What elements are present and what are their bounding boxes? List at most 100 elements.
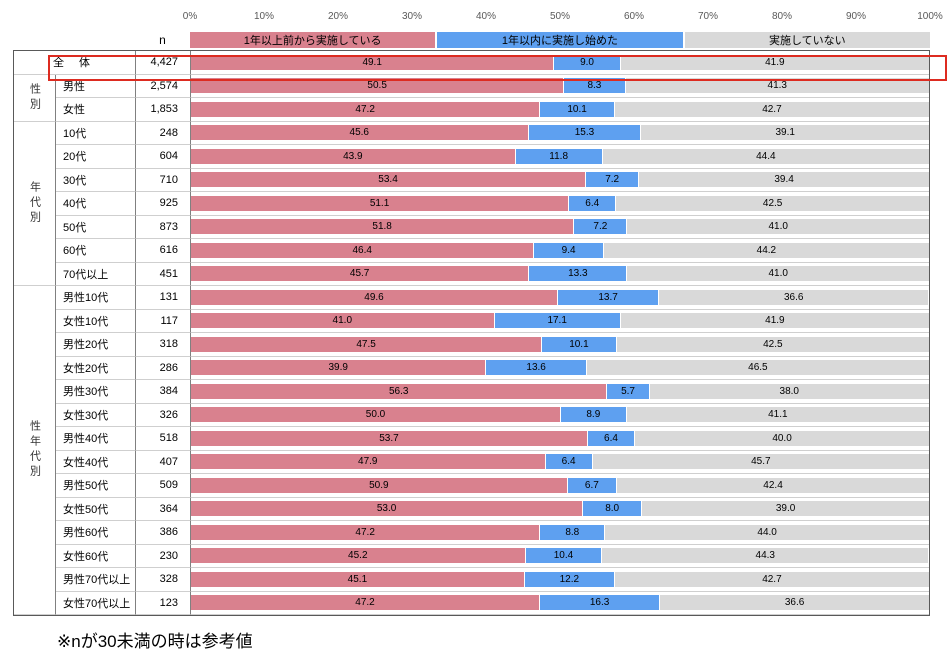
bar-value: 36.6 [783,291,804,303]
bar-value: 41.1 [768,409,788,421]
bar-segment-1: 10.1 [539,101,614,117]
bar-value: 10.4 [553,550,574,562]
row-label: 女性40代 [56,450,136,474]
row-n: 604 [136,145,191,169]
axis-tick: 60% [623,11,645,22]
stacked-bar: 50.9 6.7 42.4 [191,477,929,493]
bar-segment-1: 7.2 [585,172,639,188]
row-n: 2,574 [136,74,191,98]
row-n: 318 [136,333,191,357]
bar-segment-1: 13.7 [557,289,659,305]
bar-segment-0: 47.2 [191,524,540,540]
survey-stacked-bar-chart: 0% 10% 20% 30% 40% 50% 60% 70% 80% 90% 100% n 1年以上… [13,6,943,616]
bar-value: 45.7 [349,268,370,280]
row-label: 女性50代 [56,497,136,521]
bar-value: 44.4 [756,150,776,162]
bar-row: 41.0 17.1 41.9 [191,310,929,333]
row-label: 50代 [56,215,136,239]
bar-value: 47.2 [355,103,375,115]
bar-value: 44.3 [755,550,775,562]
bar-value: 41.9 [765,56,785,68]
bar-segment-1: 11.8 [514,148,602,164]
group-label: 性別 [14,74,56,122]
bar-value: 46.5 [748,362,768,374]
row-n: 286 [136,356,191,380]
stacked-bar: 39.9 13.6 46.5 [191,360,929,376]
bar-value: 13.6 [526,362,546,374]
bar-segment-2: 42.7 [613,101,929,117]
bar-value: 5.7 [621,385,635,397]
bar-value: 45.1 [347,573,368,585]
legend-item-2: 実施していない [684,32,930,48]
stacked-bar: 53.4 7.2 39.4 [191,172,929,188]
bar-value: 40.0 [772,432,792,444]
stacked-bar: 47.9 6.4 45.7 [191,454,929,470]
bar-value: 6.7 [584,479,599,491]
bar-segment-0: 43.9 [191,148,515,164]
bar-segment-2: 41.0 [626,219,929,235]
bar-value: 41.9 [765,315,785,327]
bar-value: 41.0 [332,315,353,327]
row-n: 230 [136,544,191,568]
bar-segment-1: 5.7 [606,383,649,399]
bar-value: 41.0 [768,268,788,280]
bar-value: 49.1 [362,56,382,68]
bar-segment-2: 41.9 [619,313,929,329]
bar-value: 50.9 [369,479,389,491]
bar-segment-0: 45.1 [191,571,524,587]
stacked-bar: 51.1 6.4 42.5 [191,195,929,211]
bar-value: 11.8 [549,150,569,162]
bar-segment-1: 6.4 [586,430,635,446]
bar-row: 47.2 10.1 42.7 [191,98,929,122]
stacked-bar: 45.6 15.3 39.1 [191,125,929,141]
bar-segment-2: 41.9 [619,54,929,70]
group-label: 性年代別 [14,286,56,615]
axis-tick: 90% [845,11,867,22]
x-axis: 0% 10% 20% 30% 40% 50% 60% 70% 80% 90% 100% [183,6,943,32]
bar-row: 53.4 7.2 39.4 [191,169,929,192]
bar-value: 51.1 [369,197,390,209]
bar-segment-2: 41.3 [624,78,929,94]
row-label: 男性50代 [56,474,136,498]
bar-segment-2: 46.5 [585,360,929,376]
bar-row: 47.5 10.1 42.5 [191,333,929,357]
bar-segment-0: 53.7 [191,430,587,446]
bar-segment-1: 6.4 [544,454,592,470]
bar-segment-0: 45.2 [191,548,525,564]
stacked-bar: 50.5 8.3 41.3 [191,78,929,94]
axis-tick: 100% [917,11,943,22]
bar-value: 42.5 [763,338,783,350]
bar-value: 36.6 [784,597,805,609]
stacked-bar: 51.8 7.2 41.0 [191,219,929,235]
bar-segment-2: 42.7 [613,571,929,587]
bar-segment-2: 39.1 [640,125,929,141]
footnote: ※nが30未満の時は参考値 [57,632,253,651]
n-column-header: n [159,33,166,47]
row-label: 女性70代以上 [56,591,136,615]
row-n: 873 [136,215,191,239]
bar-segment-2: 45.7 [591,454,929,470]
row-label: 女性20代 [56,356,136,380]
bar-row: 43.9 11.8 44.4 [191,145,930,169]
bar-segment-1: 16.3 [539,595,660,611]
bar-segment-0: 45.6 [191,125,528,141]
bar-value: 51.8 [372,221,392,233]
legend-item-1: 1年以内に実施し始めた [437,32,683,48]
row-label: 男性70代以上 [56,568,136,592]
row-label: 40代 [56,192,136,216]
bar-segment-0: 51.8 [191,219,574,235]
stacked-bar: 46.4 9.4 44.2 [191,242,929,258]
bar-segment-1: 9.0 [553,54,620,70]
bar-segment-1: 10.4 [524,548,602,564]
row-n: 509 [136,474,191,498]
bar-value: 53.4 [378,174,398,186]
bar-segment-1: 13.6 [485,360,586,376]
row-label: 男性20代 [56,333,136,357]
bar-row: 45.7 13.3 41.0 [191,263,929,286]
bar-value: 56.3 [389,385,409,397]
bar-value: 42.5 [762,197,783,209]
legend: 1年以上前から実施している 1年以内に実施し始めた 実施していない [190,32,930,48]
bar-row: 53.0 8.0 39.0 [191,498,929,521]
row-n: 326 [136,403,191,427]
bar-value: 6.4 [604,432,618,444]
